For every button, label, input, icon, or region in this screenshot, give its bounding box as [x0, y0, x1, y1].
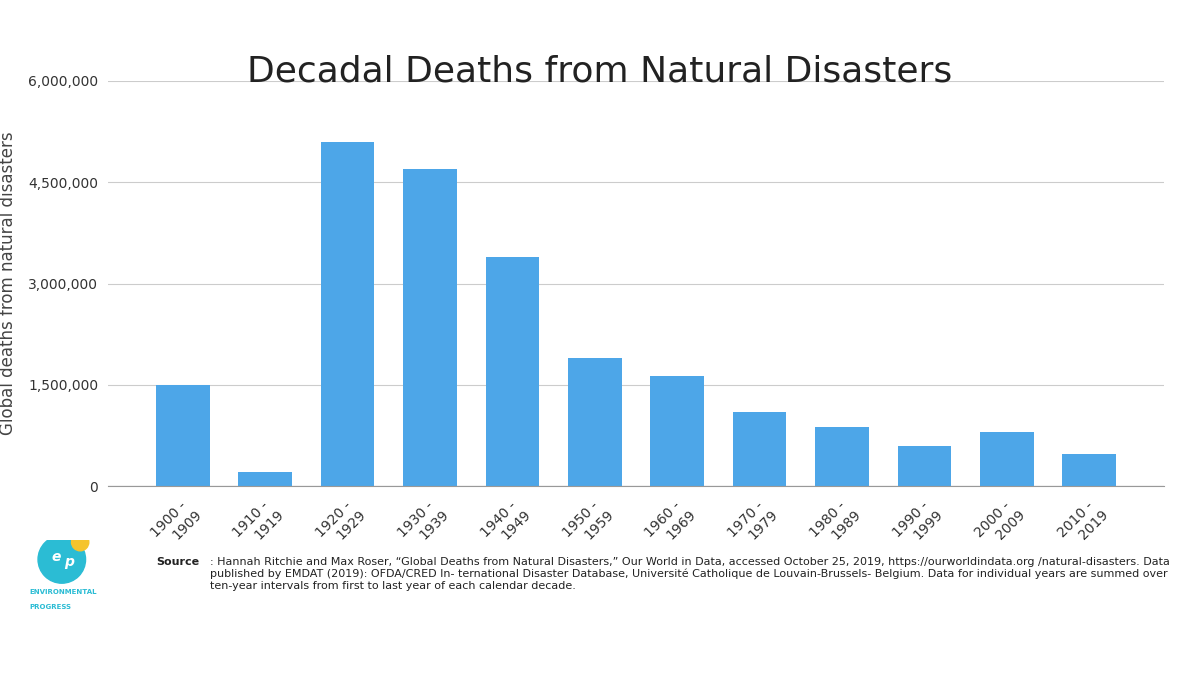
Text: : Hannah Ritchie and Max Roser, “Global Deaths from Natural Disasters,” Our Worl: : Hannah Ritchie and Max Roser, “Global … — [210, 557, 1170, 591]
Bar — [650, 376, 704, 486]
Text: PROGRESS: PROGRESS — [29, 604, 72, 610]
Bar — [733, 412, 786, 486]
Bar — [156, 385, 210, 486]
Bar — [980, 432, 1033, 486]
Bar — [568, 358, 622, 486]
Bar — [320, 142, 374, 486]
Text: Source: Source — [156, 557, 199, 567]
Circle shape — [72, 533, 89, 551]
Bar — [239, 472, 292, 486]
Bar — [486, 256, 539, 486]
Bar — [815, 427, 869, 486]
Circle shape — [38, 536, 85, 583]
Y-axis label: Global deaths from natural disasters: Global deaths from natural disasters — [0, 132, 17, 435]
Text: e: e — [52, 550, 61, 564]
Text: p: p — [65, 555, 74, 568]
Bar — [898, 446, 952, 486]
Text: ENVIRONMENTAL: ENVIRONMENTAL — [29, 589, 97, 595]
Text: Decadal Deaths from Natural Disasters: Decadal Deaths from Natural Disasters — [247, 54, 953, 88]
Bar — [403, 169, 457, 486]
Bar — [1062, 454, 1116, 486]
